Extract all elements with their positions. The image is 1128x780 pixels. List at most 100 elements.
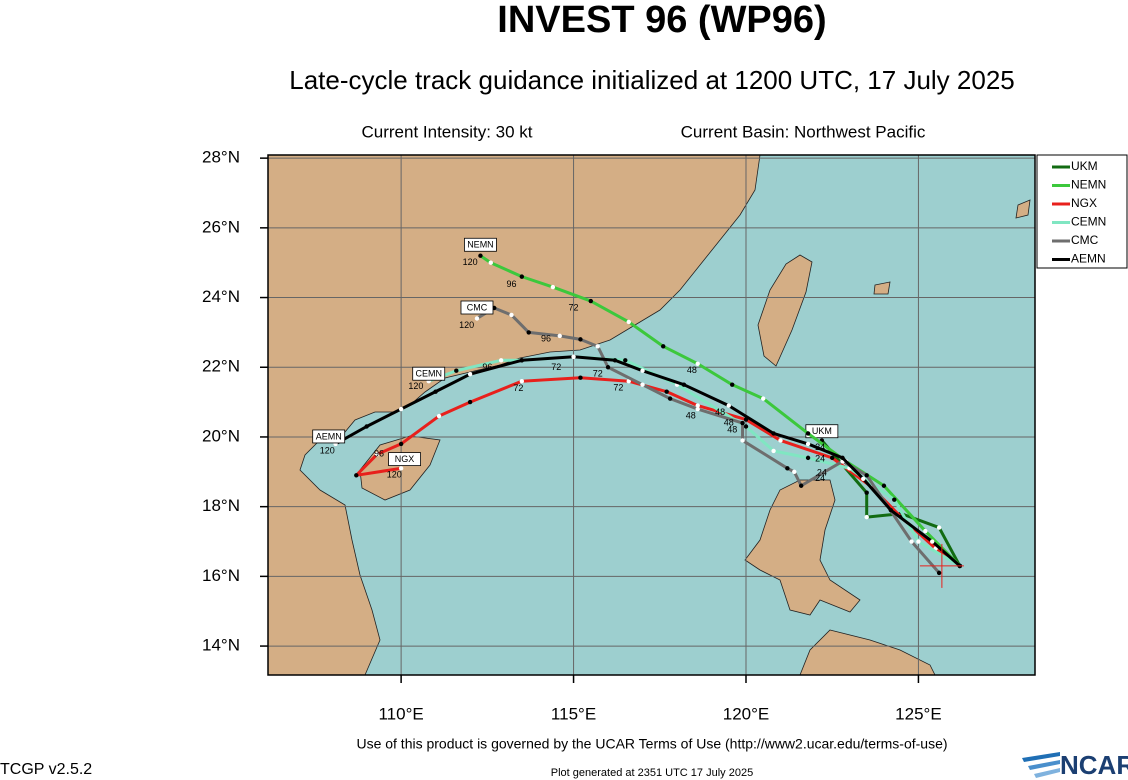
track-point: [433, 389, 438, 394]
track-point: [519, 274, 525, 279]
track-point: [785, 466, 790, 471]
hour-label: 72: [513, 383, 523, 393]
track-point: [740, 420, 745, 426]
hour-label: 96: [482, 362, 492, 372]
islet: [1015, 199, 1031, 219]
track-point: [354, 473, 359, 478]
track-point: [681, 382, 687, 387]
track-point: [626, 378, 631, 384]
hour-label: 96: [374, 448, 384, 458]
hour-label: 120: [387, 470, 402, 480]
track-point: [374, 452, 380, 457]
track-point: [864, 490, 869, 495]
track-point: [740, 438, 745, 443]
model-label-box: [412, 366, 446, 381]
legend-box: [1036, 154, 1128, 269]
track-point: [605, 365, 611, 370]
title: INVEST 96 (WP96): [497, 0, 826, 41]
track-point: [930, 539, 935, 544]
track-point: [398, 441, 404, 447]
track-point: [792, 469, 797, 475]
x-tick-label: 120°E: [723, 704, 770, 723]
track-point: [398, 406, 404, 412]
track-point: [830, 455, 835, 461]
x-tick-label: 110°E: [378, 704, 423, 723]
model-label: CEMN: [415, 369, 442, 379]
track-point: [909, 539, 914, 544]
track-point: [519, 358, 525, 363]
legend-label: CEMN: [1071, 215, 1106, 229]
track-point: [498, 358, 504, 363]
tracks: UKM NEMN NGX CEMN CMC AEMN 120 96 72 48 120 96 120 96…: [312, 237, 964, 588]
hour-label: 24: [815, 442, 825, 452]
basin: Current Basin: Northwest Pacific: [681, 122, 926, 141]
track-point: [664, 389, 669, 394]
track-point: [840, 455, 845, 461]
visayas: [799, 629, 936, 675]
intensity: Current Intensity: 30 kt: [361, 122, 532, 141]
logo: NCAR: [1022, 750, 1128, 780]
legend-label: NEMN: [1071, 178, 1106, 192]
track-point: [474, 316, 480, 321]
track-point: [743, 424, 749, 429]
hour-label: 24: [815, 473, 825, 483]
model-label-box: [312, 429, 346, 444]
track-point: [626, 319, 631, 325]
islet: [873, 281, 891, 295]
hour-label: 48: [687, 365, 697, 375]
hour-label: 120: [320, 445, 335, 455]
track-point: [936, 525, 942, 530]
track-point: [805, 441, 811, 447]
graticule: [268, 155, 1035, 675]
mainland: [268, 155, 761, 675]
track-point: [578, 375, 583, 380]
track-point: [364, 424, 369, 429]
track-point: [726, 403, 731, 408]
axes: 14°N 16°N 18°N 20°N 22°N 24°N 26°N 28°N 110°E 115…: [202, 148, 942, 724]
track-point: [771, 448, 776, 454]
legend-label: AEMN: [1071, 252, 1106, 266]
subtitle: Late-cycle track guidance initialized at…: [289, 65, 1015, 95]
y-tick-label: 26°N: [202, 217, 240, 236]
track-point: [557, 333, 562, 339]
track-point: [640, 382, 645, 387]
generated: Plot generated at 2351 UTC 17 July 2025: [551, 767, 753, 779]
track-point: [936, 570, 942, 576]
taiwan: [757, 254, 813, 367]
hour-label: 48: [724, 417, 734, 427]
hour-label: 72: [569, 302, 579, 312]
track-point: [667, 396, 673, 401]
y-tick-label: 18°N: [202, 496, 240, 515]
model-label: AEMN: [316, 431, 342, 441]
legend-label: NGX: [1071, 196, 1097, 210]
hour-label: 48: [715, 407, 725, 417]
track-point: [798, 483, 804, 488]
hour-label: 96: [506, 279, 516, 289]
track-point: [467, 372, 473, 377]
track-point: [730, 382, 735, 387]
x-tick-label: 125°E: [895, 704, 942, 723]
track-point: [892, 497, 897, 502]
track-point: [595, 344, 600, 349]
model-label-box: [464, 237, 497, 252]
y-tick-label: 24°N: [202, 287, 240, 306]
y-tick-label: 20°N: [202, 426, 240, 445]
track-point: [519, 378, 525, 384]
hour-label: 120: [408, 381, 423, 391]
track-point: [864, 473, 869, 478]
track-point: [571, 354, 576, 359]
track-point: [695, 403, 700, 408]
track-point: [888, 507, 894, 513]
legend: UKM NEMN NGX CEMN CMC AEMN: [1052, 159, 1106, 266]
track-point: [398, 466, 404, 471]
track: [334, 355, 961, 568]
track-point: [454, 368, 459, 373]
track-point: [436, 413, 442, 419]
track: [476, 306, 941, 574]
version: TCGP v2.5.2: [0, 761, 92, 778]
track-point: [761, 396, 766, 401]
model-label-box: [460, 300, 494, 315]
hour-label: 24: [815, 453, 825, 463]
track-point: [526, 330, 531, 335]
track-point: [661, 344, 666, 349]
